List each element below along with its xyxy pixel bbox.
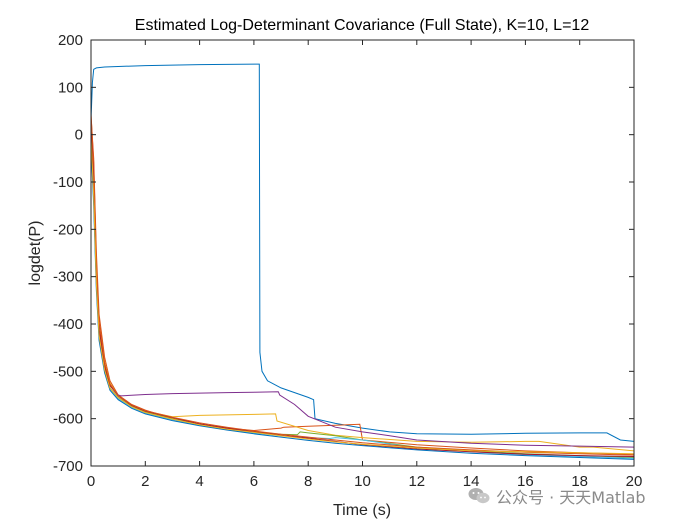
series-line-yellow2: [90, 136, 635, 455]
watermark-text: 公众号 · 天天Matlab: [496, 488, 646, 507]
x-tick-label: 6: [250, 473, 258, 490]
y-tick-label: -500: [53, 363, 83, 380]
series-line-blue2: [90, 144, 635, 460]
series-line-orange2: [90, 113, 635, 456]
chart-title: Estimated Log-Determinant Covariance (Fu…: [135, 17, 590, 34]
watermark: 公众号 · 天天Matlab: [468, 484, 646, 508]
series-line-blue: [90, 63, 635, 442]
x-tick-label: 18: [571, 473, 588, 490]
y-tick-label: 0: [75, 127, 83, 144]
y-axis-title: logdet(P): [27, 221, 44, 286]
x-axis-title: Time (s): [333, 502, 391, 519]
y-tick-label: -700: [53, 458, 83, 475]
x-tick-label: 8: [304, 473, 312, 490]
y-tick-label: -200: [53, 221, 83, 238]
axes: 0 2 4 6 8 10 12 14 16 18 20 -700 -600 -500 -400 -300 -20…: [53, 32, 642, 490]
x-tick-label: 20: [626, 473, 643, 490]
y-tick-label: -100: [53, 174, 83, 191]
x-tick-label: 14: [463, 473, 480, 490]
x-tick-label: 10: [354, 473, 371, 490]
series-line-maroon: [90, 120, 635, 457]
y-tick-label: -300: [53, 269, 83, 286]
y-tick-label: -600: [53, 411, 83, 428]
x-tick-label: 16: [517, 473, 534, 490]
y-tick-label: 100: [58, 79, 83, 96]
x-tick-label: 12: [408, 473, 425, 490]
y-tick-label: 200: [58, 32, 83, 49]
x-tick-label: 4: [195, 473, 203, 490]
y-tick-label: -400: [53, 316, 83, 333]
wechat-icon: [468, 488, 490, 504]
series-group: [90, 63, 635, 460]
plot-area: [91, 40, 634, 466]
x-tick-label: 0: [87, 473, 95, 490]
x-tick-label: 2: [141, 473, 149, 490]
